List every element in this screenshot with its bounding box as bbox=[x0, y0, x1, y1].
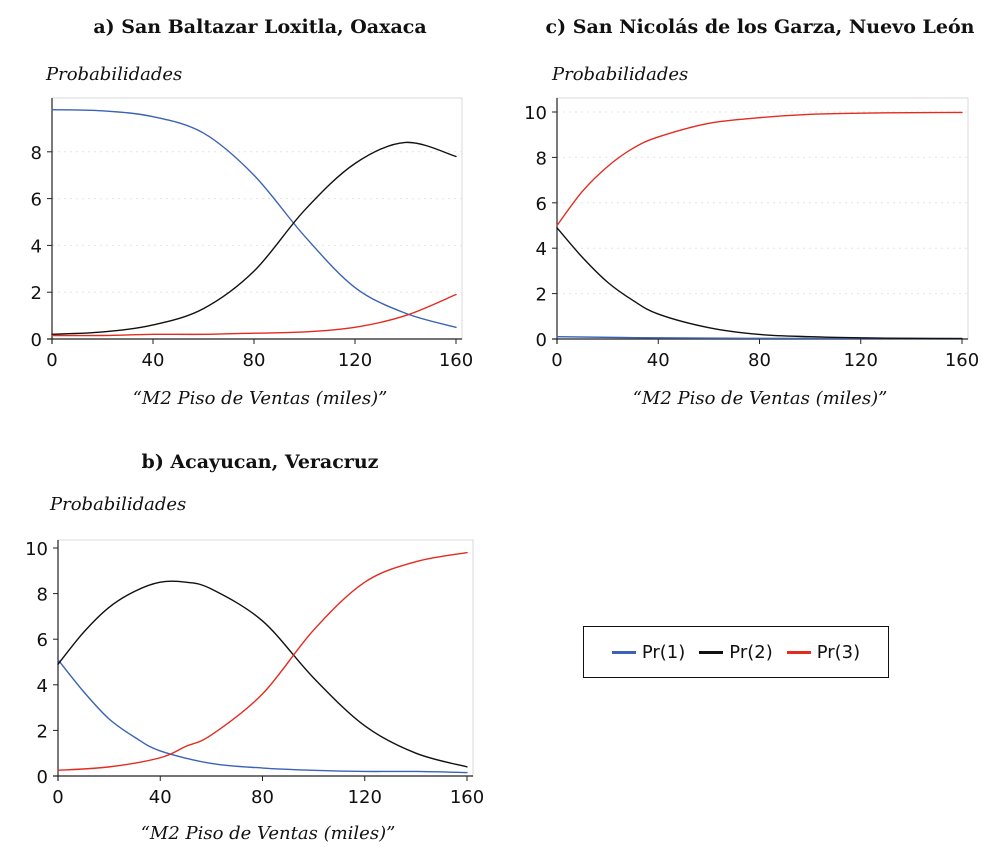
series-line-c-pr2 bbox=[556, 227, 963, 340]
y-tick-label-c-5: 10 bbox=[524, 103, 547, 124]
legend-label-pr2: Pr(2) bbox=[729, 641, 773, 663]
y-tick-label-b-2: 4 bbox=[37, 676, 48, 697]
x-tick-label-a-2: 80 bbox=[243, 350, 266, 371]
x-tick-label-a-0: 0 bbox=[46, 350, 57, 371]
y-tick-label-c-4: 8 bbox=[536, 148, 547, 169]
series-line-a-pr3 bbox=[51, 293, 457, 337]
x-tick-label-b-1: 40 bbox=[149, 787, 172, 808]
x-tick-label-a-3: 120 bbox=[338, 350, 372, 371]
x-tick-label-b-2: 80 bbox=[251, 787, 274, 808]
y-tick-label-b-1: 2 bbox=[37, 721, 48, 742]
chart-title-b: b) Acayucan, Veracruz bbox=[141, 451, 379, 473]
x-tick-label-a-1: 40 bbox=[142, 350, 165, 371]
y-axis-label-b: Probabilidades bbox=[50, 494, 187, 515]
y-tick-label-a-3: 6 bbox=[31, 190, 42, 211]
legend-label-pr1: Pr(1) bbox=[641, 641, 686, 663]
y-tick-label-b-5: 10 bbox=[25, 539, 48, 560]
plot-frame-b bbox=[57, 539, 474, 777]
y-tick-label-b-3: 6 bbox=[37, 630, 48, 651]
chart-title-a: a) San Baltazar Loxitla, Oaxaca bbox=[93, 16, 427, 38]
chart-legend: Pr(1) Pr(2) Pr(3) bbox=[583, 626, 889, 678]
x-tick-label-a-4: 160 bbox=[439, 350, 473, 371]
x-tick-label-c-3: 120 bbox=[844, 350, 878, 371]
x-tick-label-c-0: 0 bbox=[551, 350, 562, 371]
series-line-b-pr2 bbox=[57, 580, 468, 768]
y-axis-label-a: Probabilidades bbox=[46, 64, 183, 85]
legend-label-pr3: Pr(3) bbox=[816, 641, 861, 663]
y-tick-label-c-3: 6 bbox=[536, 194, 547, 215]
x-axis-label-a: “M2 Piso de Ventas (miles)” bbox=[132, 388, 388, 409]
series-line-b-pr1 bbox=[57, 659, 468, 774]
legend-swatch-pr3 bbox=[786, 650, 811, 654]
chart-title-c: c) San Nicolás de los Garza, Nuevo León bbox=[545, 16, 975, 38]
x-axis-label-c: “M2 Piso de Ventas (miles)” bbox=[632, 388, 888, 409]
legend-item-pr1: Pr(1) bbox=[611, 641, 686, 663]
y-tick-label-b-4: 8 bbox=[37, 585, 48, 606]
y-axis-label-c: Probabilidades bbox=[552, 64, 689, 85]
y-tick-label-c-2: 4 bbox=[536, 239, 547, 260]
y-tick-label-a-1: 2 bbox=[31, 283, 42, 304]
x-tick-label-c-2: 80 bbox=[748, 350, 771, 371]
y-tick-label-a-0: 0 bbox=[31, 330, 42, 351]
series-line-c-pr3 bbox=[556, 111, 963, 227]
x-axis-label-b: “M2 Piso de Ventas (miles)” bbox=[140, 823, 396, 844]
y-tick-label-c-0: 0 bbox=[536, 330, 547, 351]
x-tick-label-b-4: 160 bbox=[450, 787, 484, 808]
legend-item-pr2: Pr(2) bbox=[699, 641, 773, 663]
y-tick-label-a-4: 8 bbox=[31, 143, 42, 164]
y-tick-label-b-0: 0 bbox=[37, 767, 48, 788]
series-line-a-pr2 bbox=[51, 141, 457, 336]
y-tick-label-c-1: 2 bbox=[536, 285, 547, 306]
y-tick-label-a-2: 4 bbox=[31, 236, 42, 257]
x-tick-label-c-4: 160 bbox=[945, 350, 979, 371]
legend-swatch-pr1 bbox=[611, 650, 636, 654]
x-tick-label-b-3: 120 bbox=[348, 787, 382, 808]
x-tick-label-b-0: 0 bbox=[52, 787, 63, 808]
series-line-b-pr3 bbox=[57, 551, 468, 771]
series-line-a-pr1 bbox=[51, 108, 457, 328]
legend-item-pr3: Pr(3) bbox=[786, 641, 861, 663]
x-tick-label-c-1: 40 bbox=[647, 350, 670, 371]
legend-swatch-pr2 bbox=[699, 650, 724, 654]
